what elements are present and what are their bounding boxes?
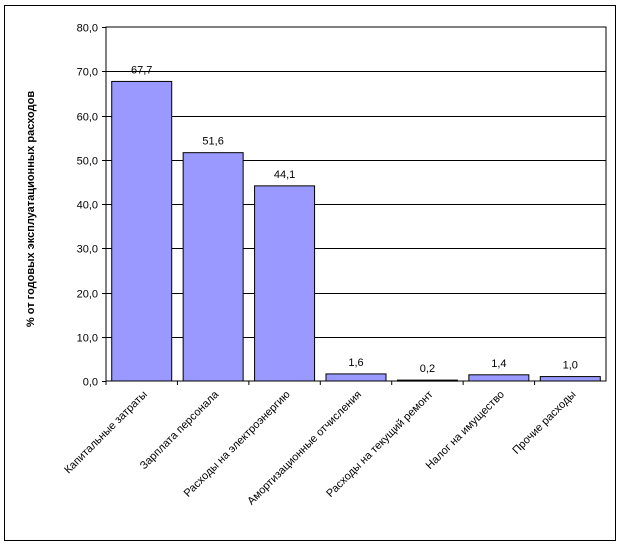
y-tick-label: 50,0 <box>77 156 98 168</box>
y-tick-label: 30,0 <box>77 244 98 256</box>
bars <box>111 80 601 382</box>
y-tick-label: 0,0 <box>83 377 98 389</box>
y-axis-ticks: 0,0 10,0 20,0 30,0 40,0 50,0 60,0 70,0 80,0 <box>77 23 98 389</box>
data-label: 44,1 <box>274 169 295 181</box>
data-label: 0,2 <box>420 363 435 375</box>
category-label: Прочие расходы <box>510 389 578 457</box>
gridlines <box>106 71 606 338</box>
y-axis-label: % от годовых эксплуатационных расходов <box>25 91 37 327</box>
y-tick-label: 20,0 <box>77 289 98 301</box>
data-labels: 67,7 51,6 44,1 1,6 0,2 1,4 1,0 <box>131 64 578 375</box>
y-tick-label: 60,0 <box>77 112 98 124</box>
y-tick-label: 10,0 <box>77 333 98 345</box>
bar <box>539 376 601 382</box>
axes <box>102 26 607 385</box>
data-label: 1,0 <box>563 360 578 372</box>
category-label: Зарплата персонала <box>138 388 222 472</box>
category-label: Амортизационные отчисления <box>245 389 364 508</box>
bar <box>182 152 244 382</box>
data-label: 1,4 <box>491 358 506 370</box>
data-label: 1,6 <box>348 357 363 369</box>
y-tick-label: 70,0 <box>77 67 98 79</box>
y-tick-label: 40,0 <box>77 200 98 212</box>
bar <box>325 373 387 382</box>
data-label: 51,6 <box>202 136 223 148</box>
y-tick-label: 80,0 <box>77 23 98 35</box>
bar <box>111 80 173 382</box>
category-label: Капитальные затраты <box>62 389 150 477</box>
data-label: 67,7 <box>131 64 152 76</box>
category-label: Налог на имущество <box>424 389 507 472</box>
bar <box>254 185 316 382</box>
bar <box>468 374 530 382</box>
